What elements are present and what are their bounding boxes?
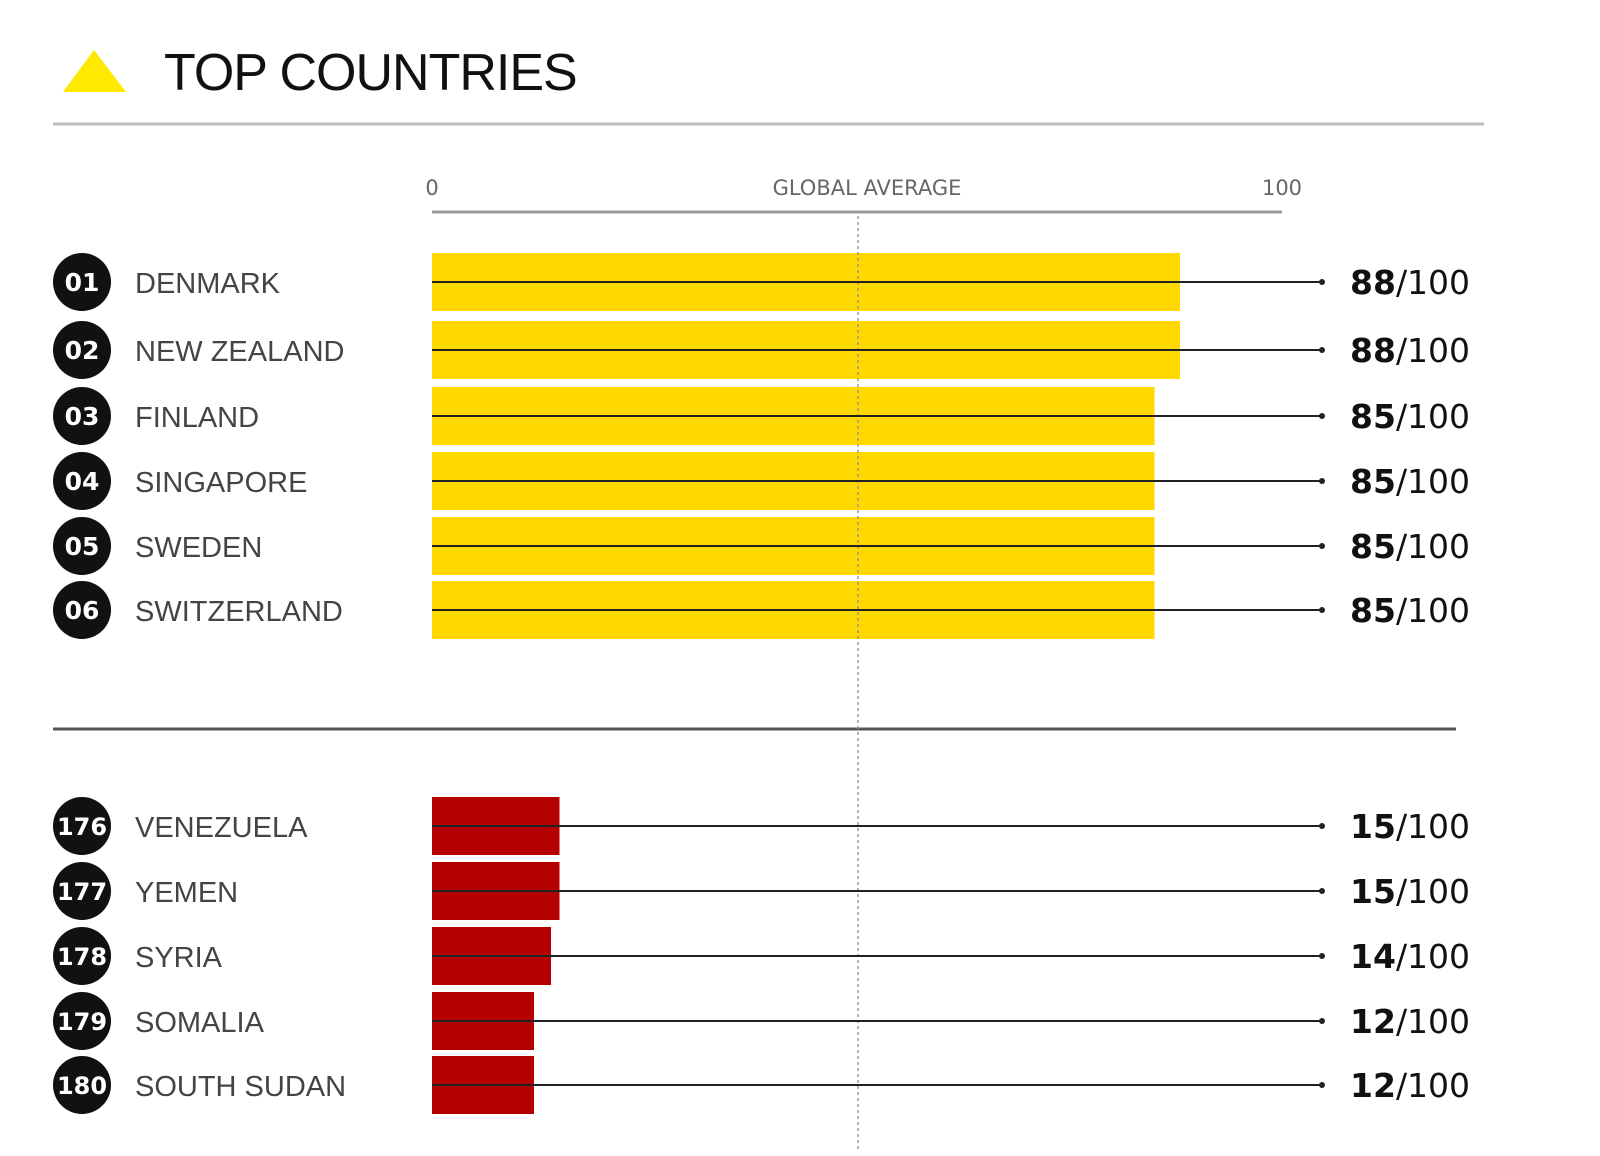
rows-layer: 01 DENMARK 88/100 02 NEW ZEALAND 88/100 03 FINL… [53,253,1470,1114]
country-name: NEW ZEALAND [135,336,344,368]
score-value: 85 [1350,462,1396,501]
country-name: FINLAND [135,402,259,434]
score-label: 15/100 [1350,872,1470,911]
leader-dot [1319,1082,1325,1088]
country-name: SYRIA [135,942,223,974]
score-value: 85 [1350,527,1396,566]
score-label: 12/100 [1350,1066,1470,1105]
rank-number: 04 [65,467,100,496]
score-value: 88 [1350,263,1396,302]
global-average-label: GLOBAL AVERAGE [773,176,962,200]
rank-badge [53,517,111,575]
rank-badge [53,797,111,855]
leader-dot [1319,543,1325,549]
rank-badge [53,862,111,920]
score-suffix: /100 [1396,462,1470,501]
triangle-icon [63,50,126,92]
score-suffix: /100 [1396,872,1470,911]
rank-badge [53,387,111,445]
score-suffix: /100 [1396,807,1470,846]
leader-dot [1319,823,1325,829]
rank-badge [53,321,111,379]
score-suffix: /100 [1396,937,1470,976]
country-name: SOUTH SUDAN [135,1071,346,1103]
rank-number: 01 [65,268,100,297]
rank-number: 176 [57,813,107,841]
score-suffix: /100 [1396,527,1470,566]
rank-number: 179 [57,1008,107,1036]
score-suffix: /100 [1396,331,1470,370]
rank-badge [53,927,111,985]
axis-tick-min: 0 [425,176,438,200]
score-value: 85 [1350,591,1396,630]
leader-dot [1319,607,1325,613]
rank-number: 180 [57,1072,107,1100]
score-value: 12 [1350,1066,1396,1105]
leader-dot [1319,347,1325,353]
score-value: 85 [1350,397,1396,436]
rank-number: 177 [57,878,107,906]
score-label: 85/100 [1350,527,1470,566]
score-value: 15 [1350,807,1396,846]
country-name: SINGAPORE [135,467,307,499]
rank-number: 03 [65,402,100,431]
score-value: 15 [1350,872,1396,911]
rank-badge [53,581,111,639]
leader-dot [1319,888,1325,894]
score-label: 85/100 [1350,591,1470,630]
country-name: DENMARK [135,268,281,300]
leader-dot [1319,1018,1325,1024]
score-suffix: /100 [1396,397,1470,436]
rank-badge [53,452,111,510]
country-name: SOMALIA [135,1007,265,1039]
leader-dot [1319,478,1325,484]
score-suffix: /100 [1396,591,1470,630]
rank-badge [53,253,111,311]
score-value: 12 [1350,1002,1396,1041]
score-value: 88 [1350,331,1396,370]
country-name: VENEZUELA [135,812,308,844]
score-label: 12/100 [1350,1002,1470,1041]
rank-number: 06 [65,596,100,625]
country-name: SWITZERLAND [135,596,343,628]
score-suffix: /100 [1396,263,1470,302]
chart-title: TOP COUNTRIES [164,44,577,102]
score-suffix: /100 [1396,1066,1470,1105]
bars-layer [432,253,1180,1114]
country-name: YEMEN [135,877,238,909]
axis-tick-max: 100 [1262,176,1302,200]
score-label: 85/100 [1350,397,1470,436]
rank-badge [53,992,111,1050]
leader-dot [1319,953,1325,959]
rank-badge [53,1056,111,1114]
score-label: 88/100 [1350,263,1470,302]
rank-number: 02 [65,336,100,365]
score-value: 14 [1350,937,1396,976]
score-label: 85/100 [1350,462,1470,501]
score-label: 15/100 [1350,807,1470,846]
leader-dot [1319,279,1325,285]
rank-number: 178 [57,943,107,971]
rank-number: 05 [65,532,100,561]
score-label: 88/100 [1350,331,1470,370]
leader-dot [1319,413,1325,419]
score-suffix: /100 [1396,1002,1470,1041]
country-name: SWEDEN [135,532,262,564]
score-label: 14/100 [1350,937,1470,976]
